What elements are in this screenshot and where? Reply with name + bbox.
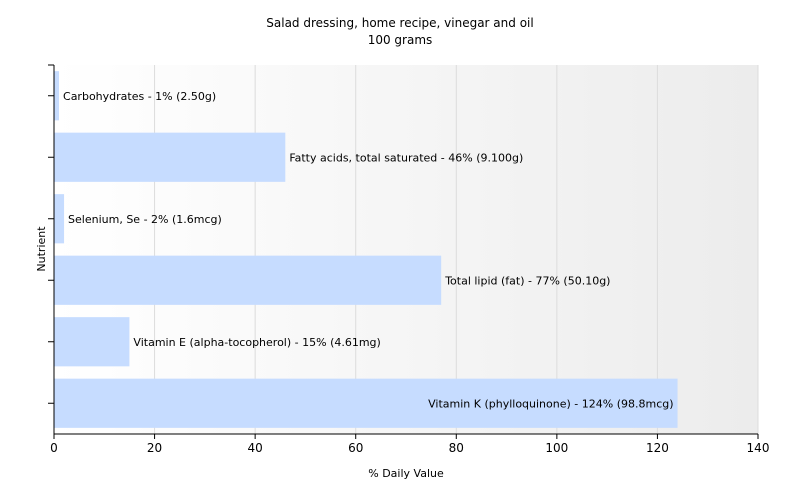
x-tick-label: 80 (449, 441, 464, 455)
bar-label: Vitamin K (phylloquinone) - 124% (98.8mc… (428, 397, 673, 410)
x-tick-label: 140 (747, 441, 770, 455)
x-tick-label: 0 (50, 441, 58, 455)
bars: Carbohydrates - 1% (2.50g) Fatty acids, t… (54, 71, 678, 428)
x-tick-label: 60 (348, 441, 363, 455)
bar-label: Fatty acids, total saturated - 46% (9.10… (289, 151, 523, 164)
axes: 0 20 40 60 80 100 120 140 (48, 64, 770, 455)
bar (54, 194, 65, 244)
x-axis-label: % Daily Value (368, 467, 444, 480)
bar-label: Selenium, Se - 2% (1.6mcg) (68, 213, 222, 226)
chart-subtitle: 100 grams (368, 33, 433, 47)
bar (54, 255, 442, 305)
bar (54, 132, 286, 182)
grid-lines (154, 65, 759, 434)
bar-label: Total lipid (fat) - 77% (50.10g) (444, 274, 610, 287)
y-axis-label: Nutrient (35, 226, 48, 272)
x-tick-label: 40 (248, 441, 263, 455)
bar (54, 317, 130, 367)
bar (54, 71, 60, 121)
chart-title: Salad dressing, home recipe, vinegar and… (266, 16, 533, 30)
x-tick-label: 100 (545, 441, 568, 455)
x-tick-label: 20 (147, 441, 162, 455)
bar (54, 378, 678, 428)
x-tick-label: 120 (646, 441, 669, 455)
plot-background (54, 65, 758, 434)
bar-label: Carbohydrates - 1% (2.50g) (63, 90, 216, 103)
bar-label: Vitamin E (alpha-tocopherol) - 15% (4.61… (133, 336, 380, 349)
